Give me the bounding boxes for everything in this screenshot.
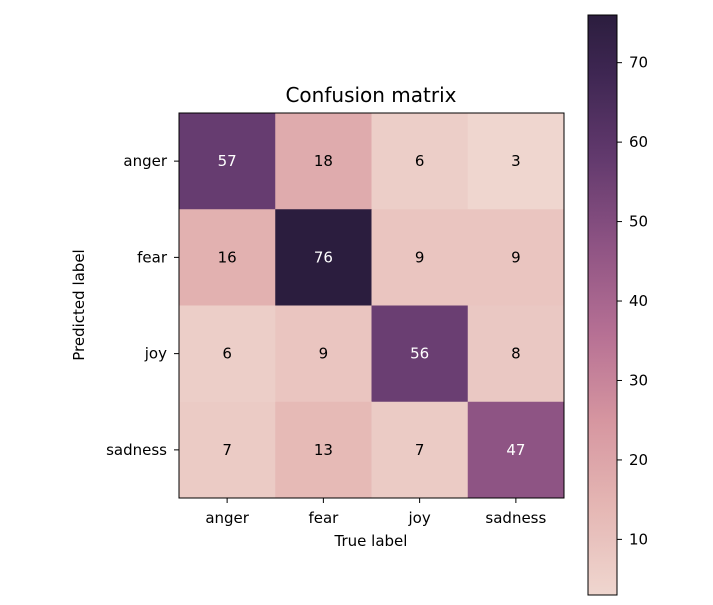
colorbar-ticks: 10 20 30 40 50 60 70 xyxy=(617,54,648,548)
cell-value-label: 8 xyxy=(511,345,521,363)
cell-value-label: 47 xyxy=(506,441,525,459)
colorbar-tick-label: 50 xyxy=(629,213,648,231)
x-axis-ticks: anger fear joy sadness xyxy=(205,498,547,527)
heatmap-cell xyxy=(275,401,372,499)
cell-value-label: 9 xyxy=(511,248,521,266)
cell-value-label: 6 xyxy=(415,152,425,170)
cell-value-label: 18 xyxy=(314,152,333,170)
chart-title: Confusion matrix xyxy=(285,83,456,107)
y-tick-label: joy xyxy=(144,345,167,363)
cell-value-label: 16 xyxy=(218,248,237,266)
y-tick-label: anger xyxy=(123,152,167,170)
colorbar-tick-label: 60 xyxy=(629,133,648,151)
colorbar-tick-label: 70 xyxy=(629,54,648,72)
cell-value-label: 57 xyxy=(218,152,237,170)
heatmap-cell xyxy=(179,305,276,403)
heatmap-cell xyxy=(467,305,565,403)
cell-value-label: 7 xyxy=(415,441,425,459)
cell-value-label: 6 xyxy=(222,345,232,363)
heatmap-cell xyxy=(467,401,565,499)
plot-frame xyxy=(178,112,565,499)
heatmap-cell xyxy=(371,305,469,403)
heatmap-cell xyxy=(179,113,276,210)
x-axis-label: True label xyxy=(334,532,408,550)
x-tick-label: anger xyxy=(205,509,249,527)
heatmap-cell xyxy=(467,209,565,306)
heatmap-cells: 57 18 6 3 16 76 9 9 6 9 56 8 7 13 7 47 xyxy=(179,113,565,499)
cell-value-label: 3 xyxy=(511,152,521,170)
y-axis-ticks: anger fear joy sadness xyxy=(106,152,179,459)
heatmap-cell xyxy=(371,113,469,210)
heatmap-cell xyxy=(179,209,276,306)
heatmap-cell xyxy=(467,113,565,210)
y-tick-label: sadness xyxy=(106,441,167,459)
colorbar-tick-label: 20 xyxy=(629,451,648,469)
cell-value-label: 76 xyxy=(314,248,333,266)
colorbar-tick-label: 30 xyxy=(629,371,648,389)
heatmap-cell xyxy=(275,209,372,306)
heatmap-cell xyxy=(275,113,372,210)
cell-value-label: 7 xyxy=(222,441,232,459)
heatmap-cell xyxy=(371,401,469,499)
x-tick-label: sadness xyxy=(485,509,546,527)
y-tick-label: fear xyxy=(137,248,168,266)
cell-value-label: 9 xyxy=(319,345,329,363)
heatmap-cell xyxy=(179,401,276,499)
heatmap-cell xyxy=(371,209,469,306)
cell-value-label: 13 xyxy=(314,441,333,459)
y-axis-label: Predicted label xyxy=(70,249,88,360)
cell-value-label: 56 xyxy=(410,345,429,363)
x-tick-label: fear xyxy=(308,509,339,527)
heatmap-cell xyxy=(275,305,372,403)
cell-value-label: 9 xyxy=(415,248,425,266)
colorbar-tick-label: 40 xyxy=(629,292,648,310)
colorbar-tick-label: 10 xyxy=(629,530,648,548)
x-tick-label: joy xyxy=(408,509,431,527)
colorbar xyxy=(587,14,618,596)
